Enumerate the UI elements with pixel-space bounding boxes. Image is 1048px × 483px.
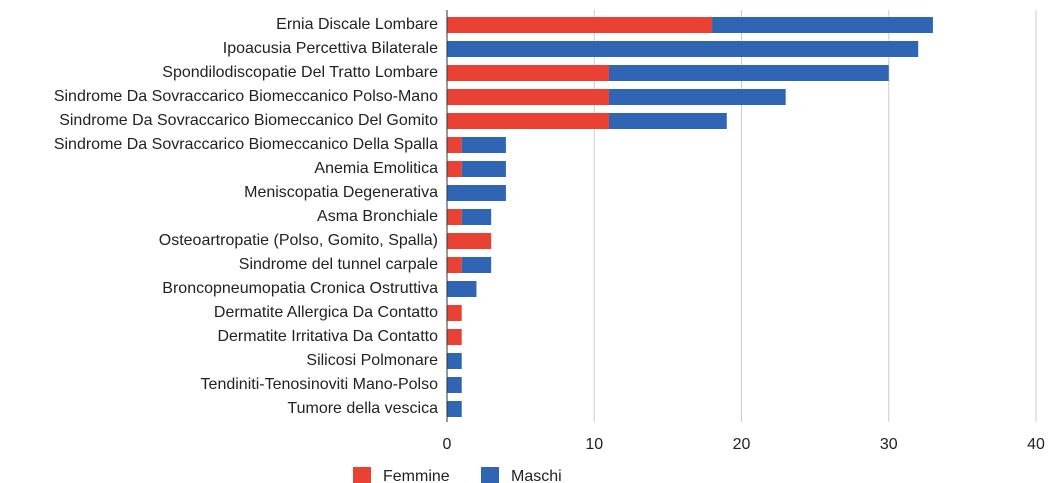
bar	[461, 161, 506, 177]
bar	[461, 257, 492, 273]
y-tick-label: Dermatite Irritativa Da Contatto	[217, 328, 438, 345]
bar	[608, 113, 727, 129]
y-tick-label: Anemia Emolitica	[314, 160, 438, 177]
bar	[447, 41, 919, 57]
y-tick-label: Tendiniti-Tenosinoviti Mano-Polso	[201, 376, 439, 393]
y-tick-label: Ipoacusia Percettiva Bilaterale	[223, 40, 438, 57]
y-tick-label: Sindrome Da Sovraccarico Biomeccanico De…	[54, 136, 438, 153]
bar	[447, 137, 462, 153]
x-tick-label: 20	[733, 436, 751, 453]
x-tick-label: 10	[585, 436, 603, 453]
x-tick-label: 0	[443, 436, 452, 453]
y-tick-label: Sindrome del tunnel carpale	[239, 256, 438, 273]
bar	[608, 89, 786, 105]
bar	[447, 17, 713, 33]
bar	[447, 305, 462, 321]
y-tick-label: Tumore della vescica	[287, 400, 438, 417]
y-tick-label: Ernia Discale Lombare	[276, 16, 438, 33]
bar	[447, 89, 609, 105]
bar	[447, 113, 609, 129]
legend-swatch	[481, 467, 499, 483]
y-tick-label: Silicosi Polmonare	[306, 352, 438, 369]
bar	[447, 353, 462, 369]
bar	[447, 185, 506, 201]
bar	[608, 65, 889, 81]
bar	[712, 17, 933, 33]
bar	[447, 65, 609, 81]
legend-label: Maschi	[511, 468, 562, 483]
bar	[447, 401, 462, 417]
bar	[447, 209, 462, 225]
y-tick-label: Osteoartropatie (Polso, Gomito, Spalla)	[159, 232, 438, 249]
legend-swatch	[353, 467, 371, 483]
x-tick-label: 30	[880, 436, 898, 453]
y-tick-label: Meniscopatia Degenerativa	[244, 184, 438, 201]
y-tick-label: Dermatite Allergica Da Contatto	[214, 304, 438, 321]
bar	[447, 233, 492, 249]
bar	[447, 377, 462, 393]
y-tick-label: Sindrome Da Sovraccarico Biomeccanico De…	[59, 112, 438, 129]
bar	[447, 257, 462, 273]
y-tick-label: Sindrome Da Sovraccarico Biomeccanico Po…	[54, 88, 438, 105]
y-tick-label: Broncopneumopatia Cronica Ostruttiva	[162, 280, 438, 297]
bar	[461, 137, 506, 153]
bar	[447, 329, 462, 345]
bar	[447, 281, 477, 297]
y-tick-label: Asma Bronchiale	[317, 208, 438, 225]
bar	[461, 209, 492, 225]
bar	[447, 161, 462, 177]
y-tick-label: Spondilodiscopatie Del Tratto Lombare	[162, 64, 438, 81]
x-tick-label: 40	[1027, 436, 1045, 453]
legend-label: Femmine	[383, 468, 450, 483]
